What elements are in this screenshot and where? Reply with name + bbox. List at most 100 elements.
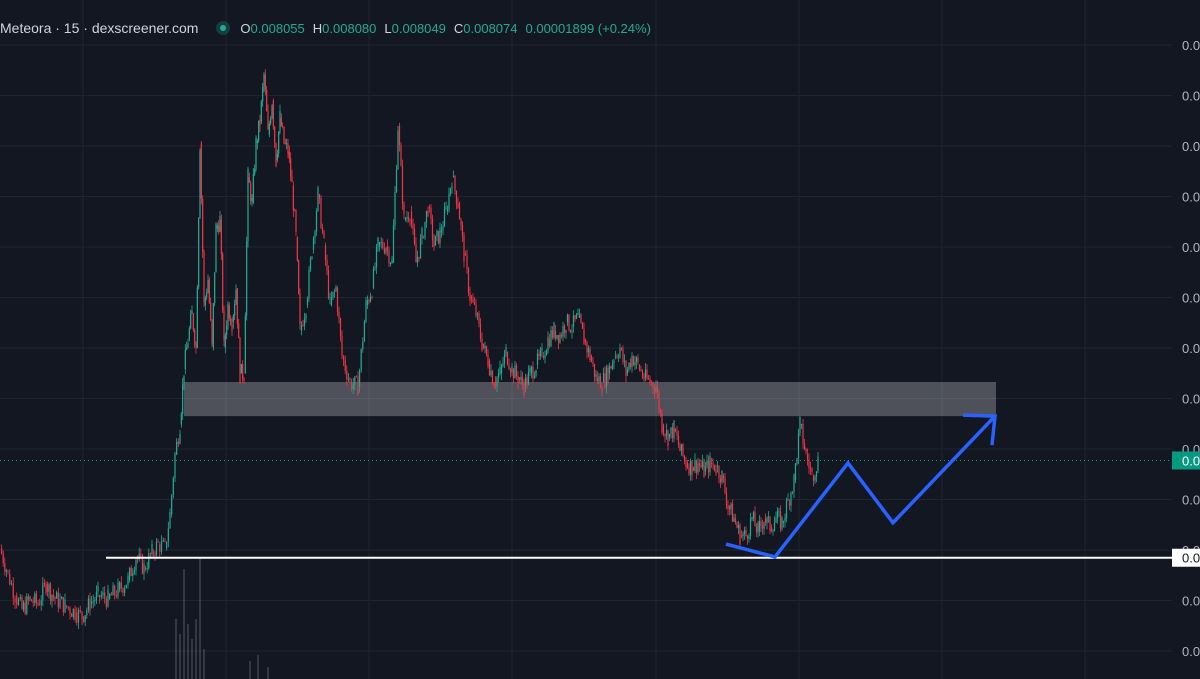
candle-body [228,305,230,319]
candle-body [135,559,137,571]
candle-body [409,220,411,222]
candle-body [764,518,767,524]
high-key: H [312,20,323,36]
candle-body [255,137,257,170]
candle-body [349,378,351,380]
candle-body [397,130,399,170]
candle-body [427,210,429,216]
candle-body [164,540,166,542]
candle-body [210,302,212,320]
candle-body [62,597,64,613]
candle-body [766,517,768,524]
candle-body [339,318,342,336]
price-tick-label: 0.0 [1182,392,1200,407]
candle-body [589,348,591,361]
candle-body [779,511,782,529]
candle-body [159,544,161,552]
candle-body [266,90,268,112]
candle-body [644,369,647,378]
candle-body [790,493,792,506]
candle-body [772,530,774,532]
candle-body [398,126,401,146]
candle-body [149,553,151,555]
candle-body [508,364,510,370]
candle-body [207,280,209,293]
candle-body [247,168,249,242]
candle-body [377,237,379,247]
candle-body [326,260,328,271]
candle-body [568,314,570,331]
arrow-head [962,413,997,446]
candle-body [383,248,385,253]
candle-body [333,290,336,292]
candle-body [713,464,716,471]
candle-body [198,218,200,288]
candle-body [105,598,107,607]
candle-body [215,224,217,273]
last-price-label: 0.0 [1182,453,1200,468]
candle-body [35,593,37,604]
candle-body [704,465,707,472]
projection-arrow[interactable] [725,414,997,559]
candle-body [280,117,282,127]
candle-body [327,270,330,298]
candle-body [275,143,277,167]
candle-body [84,615,86,622]
candle-body [311,256,313,259]
candle-body [382,242,384,249]
candle-body [710,463,713,464]
candle-body [506,352,509,365]
candle-body [548,339,551,347]
candle-body [239,338,241,383]
candle-body [343,356,345,361]
candle-body [553,322,555,338]
candle-body [392,225,395,263]
candle-body [10,583,13,585]
candle-body [87,598,89,611]
candle-body [488,360,491,376]
candle-body [122,588,124,593]
change-value: 0.00001899 (+0.24%) [525,20,651,36]
candle-body [541,348,543,351]
price-tick-label: 0.0 [1182,594,1200,609]
candle-body [613,360,615,364]
candle-body [110,593,112,596]
candle-body [244,315,246,374]
candle-body [583,328,585,345]
candle-body [318,194,321,199]
candle-body [143,563,145,574]
candle-body [262,86,264,102]
candle-body [623,361,626,362]
candle-body [428,207,431,208]
candle-body [146,568,148,570]
candle-body [248,177,250,183]
candle-body [344,360,346,371]
candle-body [71,613,73,617]
resistance-zone[interactable] [184,381,996,417]
candle-body [203,251,205,302]
candle-body [329,297,331,298]
symbol-label: Meteora · 15 · dexscreener.com [0,20,199,36]
candle-body [64,599,66,613]
candle-body [682,444,684,456]
candle-body [48,584,50,592]
candle-body [431,218,434,241]
candle-body [676,431,678,436]
candle-body [9,573,11,585]
candle-body [442,226,444,231]
candle-body [359,370,361,387]
candle-body [598,376,600,382]
candle-body [117,582,119,597]
candle-body [740,535,743,537]
close-value: 0.008074 [463,20,518,36]
candle-body [366,300,369,306]
candle-body [407,217,410,221]
candle-body [400,145,402,166]
candle-body [270,118,272,124]
candle-body [497,373,500,378]
candle-body [445,206,447,209]
candle-body [703,461,705,478]
candle-body [352,384,354,389]
